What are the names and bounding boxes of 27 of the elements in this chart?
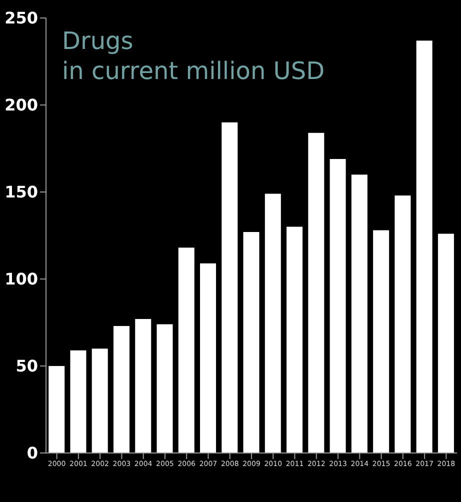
- bar: [178, 248, 194, 453]
- bar: [330, 158, 346, 453]
- bar: [373, 230, 390, 453]
- bar: [48, 366, 65, 453]
- bar: [438, 234, 454, 453]
- bar: [351, 174, 368, 453]
- y-tick-label: 100: [4, 270, 38, 289]
- y-tick-label: 200: [4, 96, 38, 115]
- bar: [200, 263, 216, 453]
- bar: [135, 319, 152, 453]
- bar: [222, 122, 238, 453]
- bar: [286, 226, 303, 453]
- chart-title: Drugs: [62, 26, 134, 56]
- bar: [243, 232, 260, 453]
- bar: [92, 348, 108, 453]
- bar: [416, 40, 432, 453]
- y-tick-label: 250: [4, 8, 38, 28]
- bar: [394, 195, 411, 453]
- y-tick-label: 50: [16, 356, 38, 376]
- text: in current million USD: [62, 56, 325, 86]
- y-tick-label: 150: [4, 182, 38, 202]
- bar: [156, 324, 173, 453]
- bar: [113, 326, 130, 453]
- y-tick-label: 0: [26, 444, 38, 463]
- bar: [70, 350, 86, 453]
- bar: [264, 194, 281, 453]
- bar: [308, 132, 324, 453]
